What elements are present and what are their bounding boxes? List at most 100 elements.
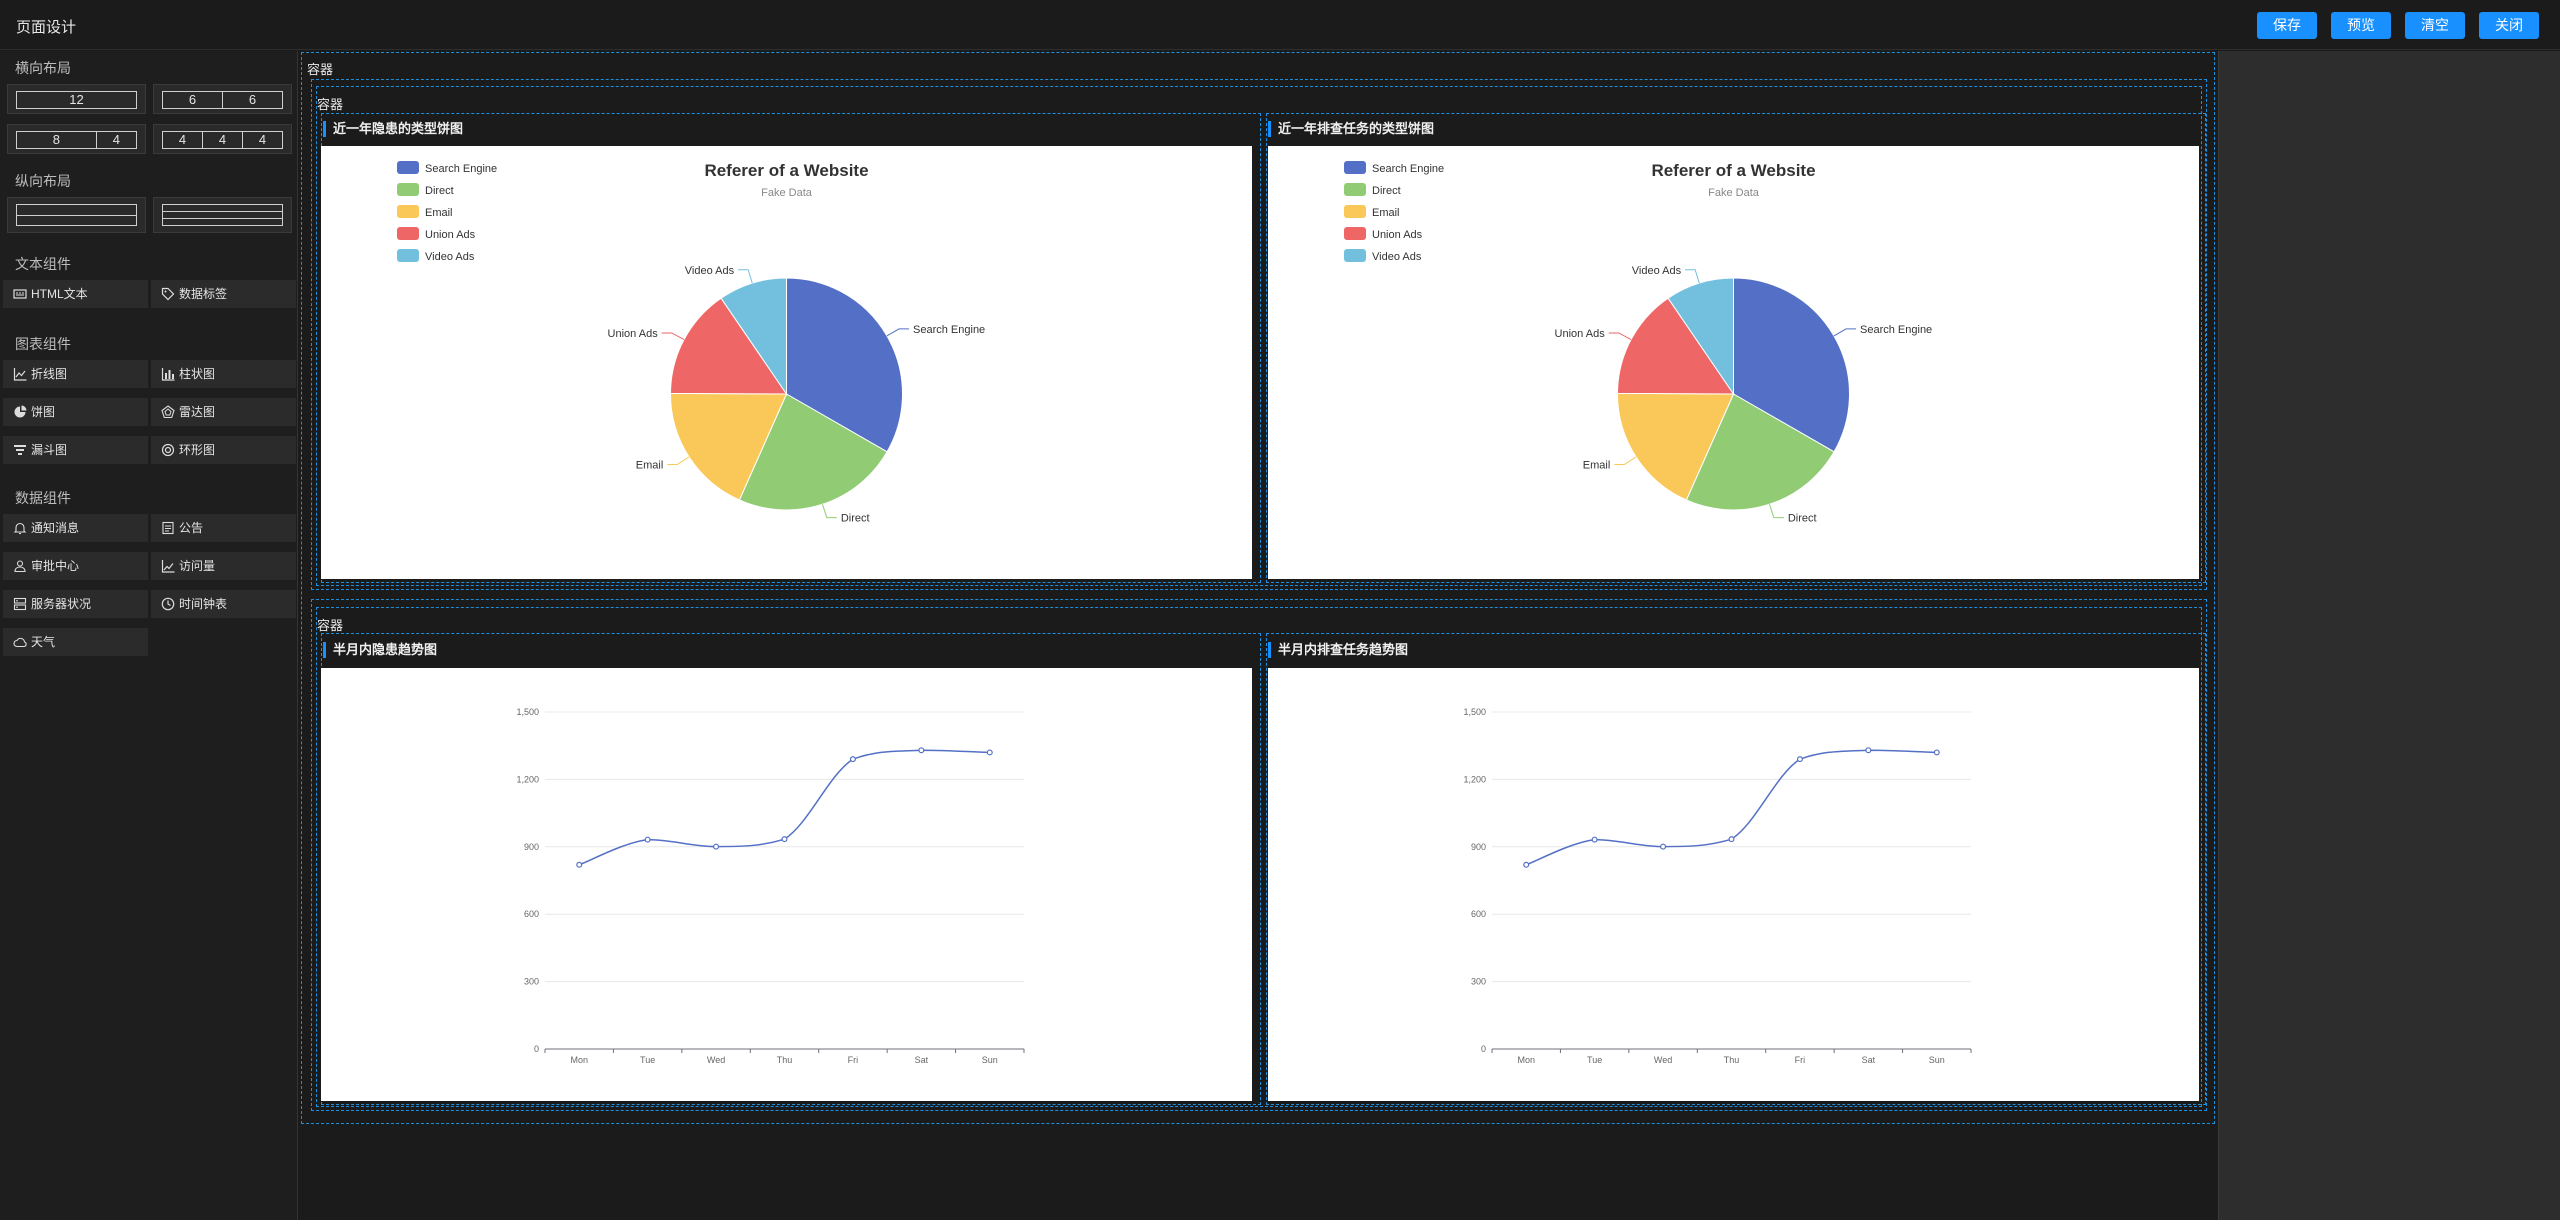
component-label: 环形图: [179, 443, 216, 457]
properties-panel: [2218, 51, 2560, 1220]
pie-label: Search Engine: [1860, 324, 1932, 336]
row-container-inner[interactable]: [316, 607, 2202, 1107]
y-tick-label: 300: [524, 977, 539, 987]
component-html-text[interactable]: HTML文本: [3, 280, 148, 308]
pie-chart-title: Referer of a Website: [1651, 161, 1815, 180]
pie-chart-title: Referer of a Website: [704, 161, 868, 180]
pie-label: Union Ads: [608, 328, 659, 340]
clear-button[interactable]: 清空: [2405, 12, 2465, 39]
funnel-chart-icon: [14, 445, 26, 455]
design-canvas[interactable]: 容器 容器 近一年隐患的类型饼图 Referer of a Website Fak…: [299, 51, 2217, 1220]
legend-swatch: [397, 227, 419, 240]
data-point: [849, 756, 856, 763]
component-visits[interactable]: 访问量: [151, 552, 296, 580]
layout-option-4-4-4[interactable]: 4 4 4: [153, 124, 292, 154]
layout-cell: 12: [16, 91, 137, 109]
component-pie-chart[interactable]: 饼图: [3, 398, 148, 426]
pie-leader-line: [1769, 504, 1784, 519]
component-notice[interactable]: 公告: [151, 514, 296, 542]
component-label: 通知消息: [31, 521, 80, 535]
y-tick-label: 1,500: [1463, 707, 1486, 717]
row-container-label: 容器: [317, 618, 344, 633]
line-chart-icon: [13, 368, 27, 381]
pie-label: Search Engine: [913, 324, 985, 336]
component-radar-chart[interactable]: 雷达图: [151, 398, 296, 426]
x-tick-label: Sun: [1929, 1055, 1945, 1065]
clock-icon: [161, 597, 175, 611]
chart-cell[interactable]: [1266, 113, 2206, 583]
y-tick-label: 600: [524, 909, 539, 919]
data-point: [781, 836, 788, 843]
x-tick-label: Fri: [1795, 1055, 1806, 1065]
component-label: HTML文本: [31, 287, 88, 301]
component-line-chart[interactable]: 折线图: [3, 360, 148, 388]
save-button[interactable]: 保存: [2257, 12, 2317, 39]
x-tick-label: Wed: [707, 1055, 725, 1065]
legend-label: Direct: [1372, 185, 1401, 197]
component-notification[interactable]: 通知消息: [3, 514, 148, 542]
x-tick-label: Mon: [570, 1055, 588, 1065]
pie-slice: [1685, 393, 1835, 511]
pie-leader-line: [661, 332, 685, 340]
outer-container[interactable]: [301, 52, 2215, 1124]
y-tick-label: 900: [524, 842, 539, 852]
series-line: [578, 749, 990, 866]
preview-button[interactable]: 预览: [2331, 12, 2391, 39]
layout-option-vertical-2[interactable]: [7, 197, 146, 233]
chart-title: 半月内排查任务趋势图: [1268, 642, 1408, 658]
component-ring-chart[interactable]: 环形图: [151, 436, 296, 464]
data-point: [644, 836, 651, 843]
row-container[interactable]: [311, 599, 2207, 1111]
radar-chart-icon: [161, 405, 175, 419]
component-label: 柱状图: [179, 367, 216, 381]
component-clock[interactable]: 时间钟表: [151, 590, 296, 618]
section-title-text: 文本组件: [15, 256, 71, 272]
close-button[interactable]: 关闭: [2479, 12, 2539, 39]
layout-option-12[interactable]: 12: [7, 84, 146, 114]
legend-label: Video Ads: [1372, 251, 1422, 263]
legend-swatch: [397, 249, 419, 262]
x-tick-label: Sun: [982, 1055, 998, 1065]
data-point: [713, 843, 720, 850]
pie-chart-subtitle: Fake Data: [1708, 187, 1760, 199]
pie-slice: [670, 392, 788, 501]
pie-chart-panel: Referer of a Website Fake Data Search Engi…: [1268, 146, 2199, 579]
pie-leader-line: [1685, 269, 1700, 284]
x-tick-label: Sat: [1862, 1055, 1876, 1065]
line-chart-panel: 0 300 600 900 1,200 1,500 Mon Tue Wed Thu Fri Sat Su…: [1268, 668, 2199, 1101]
data-point: [1796, 756, 1803, 763]
component-server-status[interactable]: 服务器状况: [3, 590, 148, 618]
component-weather[interactable]: 天气: [3, 628, 148, 656]
legend-label: Union Ads: [425, 229, 476, 241]
page-title: 页面设计: [16, 19, 77, 36]
component-bar-chart[interactable]: 柱状图: [151, 360, 296, 388]
layout-option-6-6[interactable]: 6 6: [153, 84, 292, 114]
legend-label: Direct: [425, 185, 454, 197]
y-tick-label: 0: [1481, 1044, 1486, 1054]
component-label: 饼图: [31, 405, 56, 419]
component-label: 公告: [179, 521, 204, 535]
legend-swatch: [1344, 227, 1366, 240]
legend-swatch: [397, 183, 419, 196]
pie-leader-line: [822, 504, 837, 519]
component-approval[interactable]: 审批中心: [3, 552, 148, 580]
legend-swatch: [1344, 205, 1366, 218]
x-tick-label: Tue: [640, 1055, 655, 1065]
layout-option-8-4[interactable]: 8 4: [7, 124, 146, 154]
pie-label: Video Ads: [685, 265, 735, 277]
x-tick-label: Thu: [1724, 1055, 1740, 1065]
pie-label: Email: [636, 460, 664, 472]
pie-chart-icon: [14, 405, 27, 418]
pie-label: Direct: [1788, 513, 1817, 525]
component-data-tag[interactable]: 数据标签: [151, 280, 296, 308]
layout-cell: 4: [242, 131, 283, 149]
data-point: [1865, 747, 1872, 754]
row-container-inner[interactable]: [316, 86, 2202, 586]
legend-swatch: [397, 205, 419, 218]
x-tick-label: Thu: [777, 1055, 793, 1065]
component-funnel-chart[interactable]: 漏斗图: [3, 436, 148, 464]
row-container[interactable]: [311, 79, 2207, 590]
layout-option-vertical-3[interactable]: [153, 197, 292, 233]
chart-cell[interactable]: [1266, 633, 2206, 1105]
component-label: 折线图: [31, 367, 68, 381]
